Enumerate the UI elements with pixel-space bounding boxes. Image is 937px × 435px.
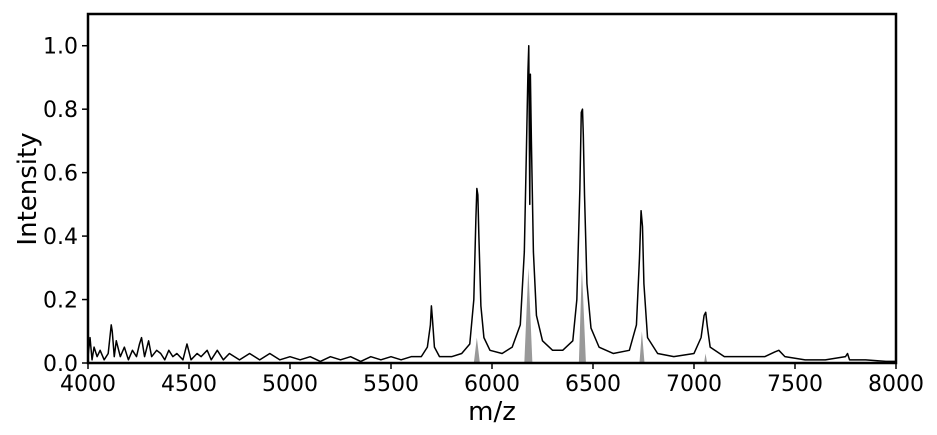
y-tick-label: 0.2 (43, 289, 78, 314)
x-tick-label: 5500 (363, 372, 419, 397)
y-tick-label: 1.0 (43, 35, 78, 60)
x-axis-label: m/z (468, 397, 516, 427)
x-tick-label: 7500 (767, 372, 823, 397)
x-tick-label: 5000 (262, 372, 318, 397)
x-tick-label: 6000 (464, 372, 520, 397)
y-axis-label: Intensity (13, 132, 43, 245)
x-tick-label: 4000 (60, 372, 116, 397)
x-tick-label: 4500 (161, 372, 217, 397)
x-tick-label: 8000 (868, 372, 924, 397)
x-tick-label: 7000 (666, 372, 722, 397)
y-tick-label: 0.4 (43, 225, 78, 250)
spectrum-line (87, 44, 896, 363)
plot-frame (86, 12, 898, 365)
y-tick-label: 0.0 (43, 352, 78, 377)
x-tick-label: 6500 (565, 372, 621, 397)
y-tick-label: 0.6 (43, 162, 78, 187)
y-tick-label: 0.8 (43, 98, 78, 123)
